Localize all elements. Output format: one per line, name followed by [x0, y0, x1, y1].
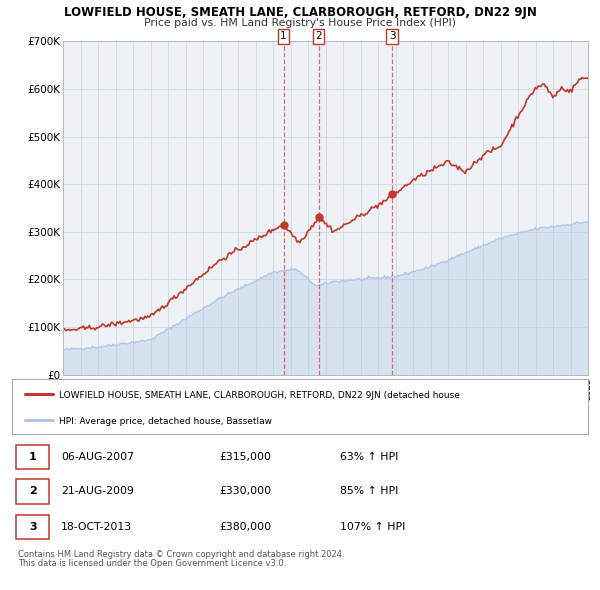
Text: LOWFIELD HOUSE, SMEATH LANE, CLARBOROUGH, RETFORD, DN22 9JN: LOWFIELD HOUSE, SMEATH LANE, CLARBOROUGH… [64, 6, 536, 19]
Text: This data is licensed under the Open Government Licence v3.0.: This data is licensed under the Open Gov… [18, 559, 286, 568]
Text: 21-AUG-2009: 21-AUG-2009 [61, 487, 134, 496]
FancyBboxPatch shape [16, 479, 49, 504]
Text: Price paid vs. HM Land Registry's House Price Index (HPI): Price paid vs. HM Land Registry's House … [144, 18, 456, 28]
Text: 1: 1 [280, 31, 287, 41]
Text: 2: 2 [29, 487, 37, 496]
Text: Contains HM Land Registry data © Crown copyright and database right 2024.: Contains HM Land Registry data © Crown c… [18, 550, 344, 559]
Text: 85% ↑ HPI: 85% ↑ HPI [340, 487, 398, 496]
Text: 3: 3 [389, 31, 395, 41]
Text: 18-OCT-2013: 18-OCT-2013 [61, 522, 132, 532]
Text: 63% ↑ HPI: 63% ↑ HPI [340, 452, 398, 462]
FancyBboxPatch shape [16, 514, 49, 539]
Text: 1: 1 [29, 452, 37, 462]
Text: 2: 2 [315, 31, 322, 41]
Text: £380,000: £380,000 [220, 522, 271, 532]
FancyBboxPatch shape [16, 445, 49, 470]
Text: £315,000: £315,000 [220, 452, 271, 462]
Text: £330,000: £330,000 [220, 487, 271, 496]
Text: HPI: Average price, detached house, Bassetlaw: HPI: Average price, detached house, Bass… [59, 417, 272, 426]
Text: 3: 3 [29, 522, 37, 532]
Text: 107% ↑ HPI: 107% ↑ HPI [340, 522, 406, 532]
Text: 06-AUG-2007: 06-AUG-2007 [61, 452, 134, 462]
Text: LOWFIELD HOUSE, SMEATH LANE, CLARBOROUGH, RETFORD, DN22 9JN (detached house: LOWFIELD HOUSE, SMEATH LANE, CLARBOROUGH… [59, 391, 460, 400]
